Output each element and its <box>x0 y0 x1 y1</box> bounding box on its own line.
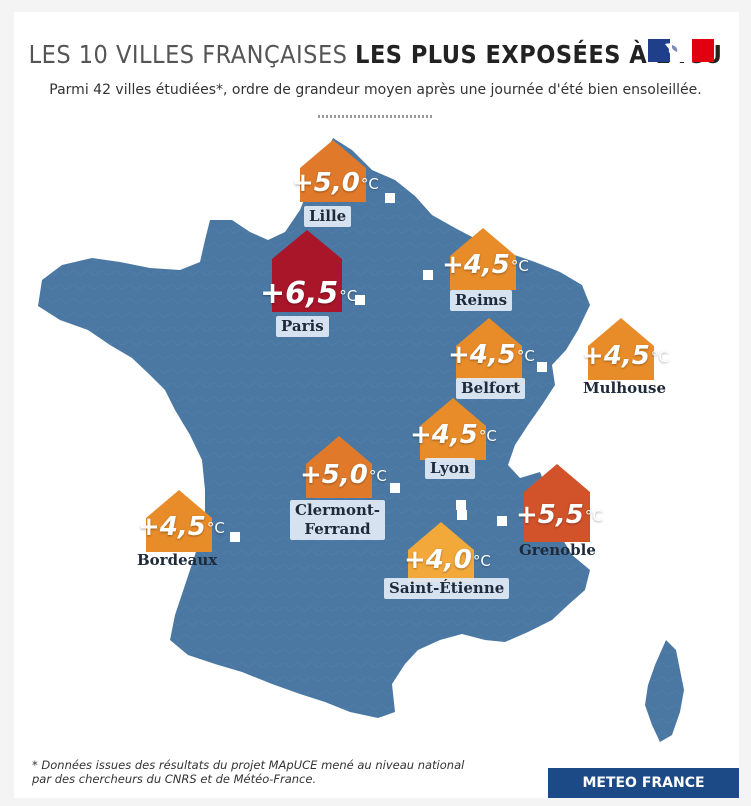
marker-grenoble <box>524 464 590 542</box>
temperature-unit: °C <box>206 519 225 537</box>
temperature-value: +5,0 <box>292 168 360 198</box>
footnote: * Données issues des résultats du projet… <box>32 758 464 786</box>
city-label-reims: Reims <box>450 290 513 311</box>
city-label-saint-etienne: Saint-Étienne <box>384 578 510 599</box>
city-label-lille: Lille <box>304 206 352 227</box>
temperature-unit: °C <box>360 175 379 193</box>
temperature-lille: +5,0°C <box>292 168 379 198</box>
marker-mulhouse <box>588 318 654 380</box>
temperature-value: +4,5 <box>582 341 650 371</box>
temperature-belfort: +4,5°C <box>448 340 535 370</box>
temperature-reims: +4,5°C <box>442 250 529 280</box>
temperature-value: +6,5 <box>260 276 339 311</box>
temperature-value: +5,5 <box>516 500 584 530</box>
temperature-unit: °C <box>339 287 358 305</box>
temperature-unit: °C <box>650 348 669 366</box>
marker-bordeaux <box>146 490 212 552</box>
page-subtitle: Parmi 42 villes étudiées*, ordre de gran… <box>49 82 702 98</box>
temperature-unit: °C <box>368 467 387 485</box>
temperature-unit: °C <box>478 427 497 445</box>
temperature-value: +4,0 <box>404 545 472 575</box>
temperature-value: +4,5 <box>138 512 206 542</box>
house-badge-icon <box>306 436 372 498</box>
city-location-icon <box>390 483 400 493</box>
temperature-value: +4,5 <box>410 420 478 450</box>
temperature-unit: °C <box>472 552 491 570</box>
temperature-unit: °C <box>510 257 529 275</box>
city-location-icon <box>560 360 570 370</box>
city-location-icon <box>456 500 466 510</box>
temperature-bordeaux: +4,5°C <box>138 512 225 542</box>
city-location-icon <box>497 516 507 526</box>
temperature-clermont-ferrand: +5,0°C <box>300 460 387 490</box>
city-location-icon <box>457 510 467 520</box>
house-badge-icon <box>272 230 342 312</box>
marker-lyon <box>420 398 486 460</box>
french-republic-logo-icon <box>648 39 714 62</box>
city-location-icon <box>355 295 365 305</box>
marker-belfort <box>456 318 522 380</box>
temperature-saint-etienne: +4,0°C <box>404 545 491 575</box>
footnote-line-1: * Données issues des résultats du projet… <box>32 758 465 772</box>
footnote-line-2: par des chercheurs du CNRS et de Météo-F… <box>32 772 317 786</box>
city-label-belfort: Belfort <box>456 378 526 399</box>
city-label-bordeaux: Bordeaux <box>137 551 218 569</box>
temperature-value: +4,5 <box>448 340 516 370</box>
temperature-value: +4,5 <box>442 250 510 280</box>
city-location-icon <box>385 193 395 203</box>
house-badge-icon <box>524 464 590 542</box>
house-badge-icon <box>588 318 654 380</box>
marker-reims <box>450 228 516 290</box>
city-label-paris: Paris <box>276 316 329 337</box>
city-location-icon <box>423 270 433 280</box>
city-location-icon <box>537 362 547 372</box>
marker-saint-etienne <box>408 522 474 582</box>
marker-lille <box>300 140 366 202</box>
house-badge-icon <box>146 490 212 552</box>
title-divider <box>318 115 433 118</box>
title-light: LES 10 VILLES FRANÇAISES <box>28 40 348 69</box>
temperature-paris: +6,5°C <box>260 276 357 311</box>
city-label-lyon: Lyon <box>425 458 475 479</box>
city-location-icon <box>230 532 240 542</box>
meteo-france-logo: METEO FRANCE <box>548 768 739 798</box>
house-badge-icon <box>456 318 522 380</box>
house-badge-icon <box>450 228 516 290</box>
city-label-grenoble: Grenoble <box>519 541 596 559</box>
house-badge-icon <box>420 398 486 460</box>
house-badge-icon <box>300 140 366 202</box>
temperature-mulhouse: +4,5°C <box>582 341 669 371</box>
marker-paris <box>272 230 342 312</box>
temperature-value: +5,0 <box>300 460 368 490</box>
marker-clermont-ferrand <box>306 436 372 498</box>
city-label-mulhouse: Mulhouse <box>583 379 667 397</box>
temperature-lyon: +4,5°C <box>410 420 497 450</box>
temperature-grenoble: +5,5°C <box>516 500 603 530</box>
temperature-unit: °C <box>516 347 535 365</box>
house-badge-icon <box>408 522 474 582</box>
city-label-clermont-ferrand: Clermont- Ferrand <box>290 500 386 540</box>
temperature-unit: °C <box>584 507 603 525</box>
